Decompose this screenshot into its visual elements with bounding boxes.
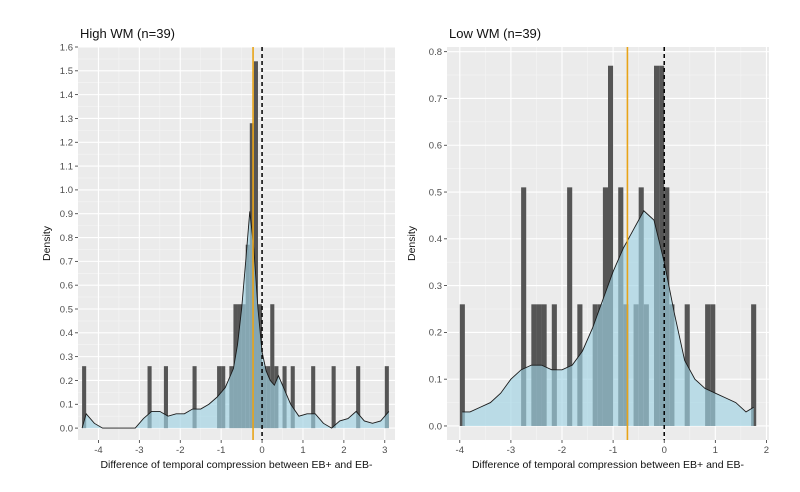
panel2-y-axis-label: Density: [406, 225, 418, 261]
panel1-y-tick-label: 1.1: [60, 161, 73, 172]
panel2-x-tick-label: 2: [764, 445, 769, 456]
panel2-y-tick-label: 0.8: [429, 47, 442, 58]
panel2-y-tick-label: 0.6: [429, 141, 442, 152]
panel2-y-tick-label: 0.7: [429, 94, 442, 105]
panel2-y-tick-label: 0.0: [429, 421, 442, 432]
panel1-x-axis-label: Difference of temporal compression betwe…: [100, 459, 373, 471]
panel2-y-tick-label: 0.5: [429, 187, 442, 198]
panel1-x-tick-label: 3: [382, 445, 387, 456]
panel2-y-tick-label: 0.2: [429, 328, 442, 339]
panel1-histogram-bar: [331, 366, 336, 429]
panel2-histogram-bar: [459, 304, 465, 426]
panel1-histogram-bar: [311, 366, 316, 429]
panel1: 0.0 0.1 0.2 0.3 0.4 0.5 0.6 0.7 0.8 0.9 1.0 1.1 1.2 1…: [41, 26, 395, 471]
panel1-x-tick-label: -2: [176, 445, 184, 456]
panel1-y-tick-label: 1.0: [60, 185, 73, 196]
panel1-histogram-bar: [356, 366, 361, 429]
panel1-y-tick-label: 0.3: [60, 352, 73, 363]
panel1-histogram-bar: [82, 366, 87, 429]
panel2-histogram-bar: [521, 187, 527, 426]
panel1-y-tick-label: 0.7: [60, 257, 73, 268]
panel2-y-tick-label: 0.4: [429, 234, 442, 245]
panel2-x-axis: -4 -3 -2 -1 0 1 2: [456, 440, 769, 456]
panel2-histogram-bar: [710, 304, 716, 426]
panel1-x-axis: -4 -3 -2 -1 0 1 2 3: [94, 440, 387, 456]
panel2-histogram-bar: [705, 304, 711, 426]
panel1-histogram-bar: [384, 366, 389, 429]
panel1-y-tick-label: 0.5: [60, 304, 73, 315]
panel1-density-curve: [81, 211, 390, 429]
panel1-y-axis-label: Density: [41, 225, 53, 261]
panel1-y-axis: 0.0 0.1 0.2 0.3 0.4 0.5 0.6 0.7 0.8 0.9 1.0 1.1 1.2 1…: [60, 42, 78, 434]
panel2-title: Low WM (n=39): [449, 26, 541, 41]
panel1-histogram-bar: [253, 61, 258, 429]
panel1-x-tick-label: -4: [94, 445, 102, 456]
panel1-density-area: [82, 211, 389, 429]
panel1-y-tick-label: 0.8: [60, 233, 73, 244]
panel1-histogram-bar: [192, 366, 197, 429]
panel1-x-tick-label: 0: [259, 445, 264, 456]
panel1-y-tick-label: 0.1: [60, 400, 73, 411]
panel1-y-tick-label: 1.2: [60, 138, 73, 149]
panel1-y-tick-label: 1.3: [60, 114, 73, 125]
panel1-histogram-bar: [163, 366, 168, 429]
panel2-histogram-bar: [551, 304, 557, 426]
panel1-histogram-bar: [147, 366, 152, 429]
panel2-x-tick-label: 0: [662, 445, 667, 456]
panel1-x-tick-label: -3: [135, 445, 143, 456]
panel1-y-tick-label: 0.4: [60, 328, 73, 339]
panel1-histogram-bar: [290, 366, 295, 429]
panel1-y-tick-label: 0.6: [60, 280, 73, 291]
panel2-histogram-bar: [608, 65, 614, 426]
panel1-x-tick-label: 1: [300, 445, 305, 456]
panel2-y-tick-label: 0.1: [429, 374, 442, 385]
panel1-y-tick-label: 1.5: [60, 66, 73, 77]
panel2-histogram-bar: [541, 304, 547, 426]
panel2-x-tick-label: -1: [609, 445, 617, 456]
panel2-x-tick-label: -3: [507, 445, 515, 456]
panel1-y-tick-label: 0.0: [60, 423, 73, 434]
panel2-x-tick-label: 1: [713, 445, 718, 456]
panel1-x-tick-label: 2: [341, 445, 346, 456]
panel2-x-tick-label: -2: [558, 445, 566, 456]
panel2-histogram-bar: [751, 304, 757, 426]
panel1-histogram-bar: [270, 304, 275, 429]
panel2-x-tick-label: -4: [456, 445, 464, 456]
panel1-title: High WM (n=39): [80, 26, 175, 41]
panel1-y-tick-label: 0.2: [60, 376, 73, 387]
panel1-y-tick-label: 1.4: [60, 90, 73, 101]
panel1-y-tick-label: 1.6: [60, 42, 73, 53]
panel2-y-tick-label: 0.3: [429, 281, 442, 292]
panel2-density-curve: [462, 210, 754, 413]
panel1-x-tick-label: -1: [217, 445, 225, 456]
panel2-x-axis-label: Difference of temporal compression betwe…: [472, 459, 745, 471]
panel2-histogram-bar: [659, 65, 665, 426]
panel2-y-axis: 0.0 0.1 0.2 0.3 0.4 0.5 0.6 0.7 0.8: [429, 47, 447, 432]
panel2: 0.0 0.1 0.2 0.3 0.4 0.5 0.6 0.7 0.8 -4 -3 -2 -1 0 1 2 Lo…: [406, 26, 769, 471]
panel1-y-tick-label: 0.9: [60, 209, 73, 220]
panel2-density-area: [462, 210, 754, 426]
panel2-histogram-bar: [567, 187, 573, 426]
